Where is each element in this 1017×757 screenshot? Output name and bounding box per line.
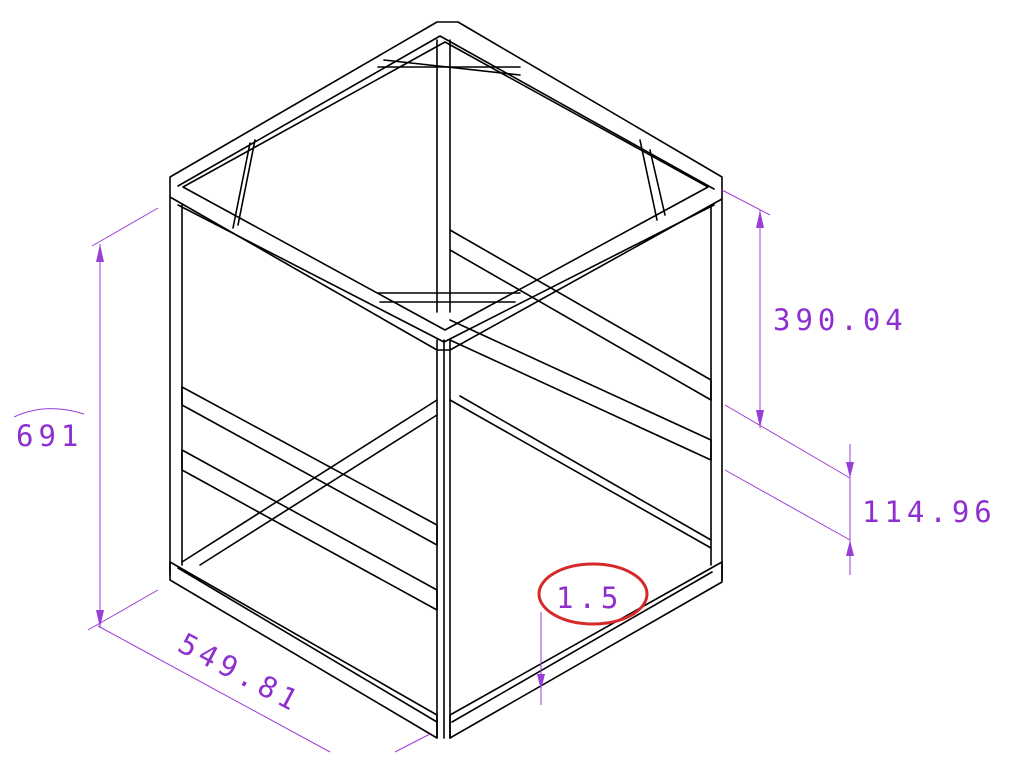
left-back-rail-b xyxy=(199,414,438,566)
sheet-thickness-label: 1.5 xyxy=(556,581,623,615)
bottom-right-rail xyxy=(449,561,723,739)
height-arrow-top xyxy=(96,244,104,262)
depth-extension-right xyxy=(394,733,431,753)
dimension-annotations xyxy=(13,189,854,753)
right-back-rail-b xyxy=(459,395,712,541)
upper-extension-top xyxy=(721,189,771,216)
rail-arrow-bottom xyxy=(846,540,854,556)
right-back-rail xyxy=(449,399,712,549)
back-right-strut xyxy=(639,139,658,221)
bottom-left-rail xyxy=(169,561,438,739)
rail-spacing-label: 114.96 xyxy=(862,495,997,529)
back-right-strut-b xyxy=(649,149,666,216)
upper-arrow-top xyxy=(756,210,764,228)
top-frame-inner-front xyxy=(177,204,715,343)
rail-arrow-top xyxy=(846,462,854,478)
right-upper-rail xyxy=(449,229,712,401)
top-frame-inner xyxy=(177,35,715,190)
sheet-arrow xyxy=(537,674,545,690)
left-lower-rail xyxy=(181,449,438,611)
rail-extension-bottom xyxy=(724,469,851,541)
height-arrow-bottom xyxy=(96,610,104,628)
left-upper-rail xyxy=(181,386,438,546)
top-frame-outer xyxy=(169,21,723,351)
height-extension-top xyxy=(91,207,159,247)
bottom-sheet-right xyxy=(451,571,713,723)
top-brace-1b xyxy=(383,59,521,76)
upper-arrow-bottom xyxy=(756,410,764,428)
top-frame-inner-rails xyxy=(182,41,709,331)
upper-extension-bottom xyxy=(724,404,851,479)
left-back-rail xyxy=(181,399,438,563)
upper-offset-label: 390.04 xyxy=(773,303,908,337)
back-left-strut-b xyxy=(232,142,251,229)
height-dimension-label: 691 xyxy=(16,419,83,453)
highlight-ellipse xyxy=(537,562,649,626)
right-mid-rail xyxy=(449,319,712,461)
steel-frame xyxy=(169,21,723,739)
bottom-sheet-left xyxy=(177,567,438,723)
depth-dimension-label: 549.81 xyxy=(173,626,308,719)
depth-dimension-line xyxy=(97,625,331,753)
back-left-strut xyxy=(237,139,256,226)
height-arc-mark xyxy=(13,408,85,418)
